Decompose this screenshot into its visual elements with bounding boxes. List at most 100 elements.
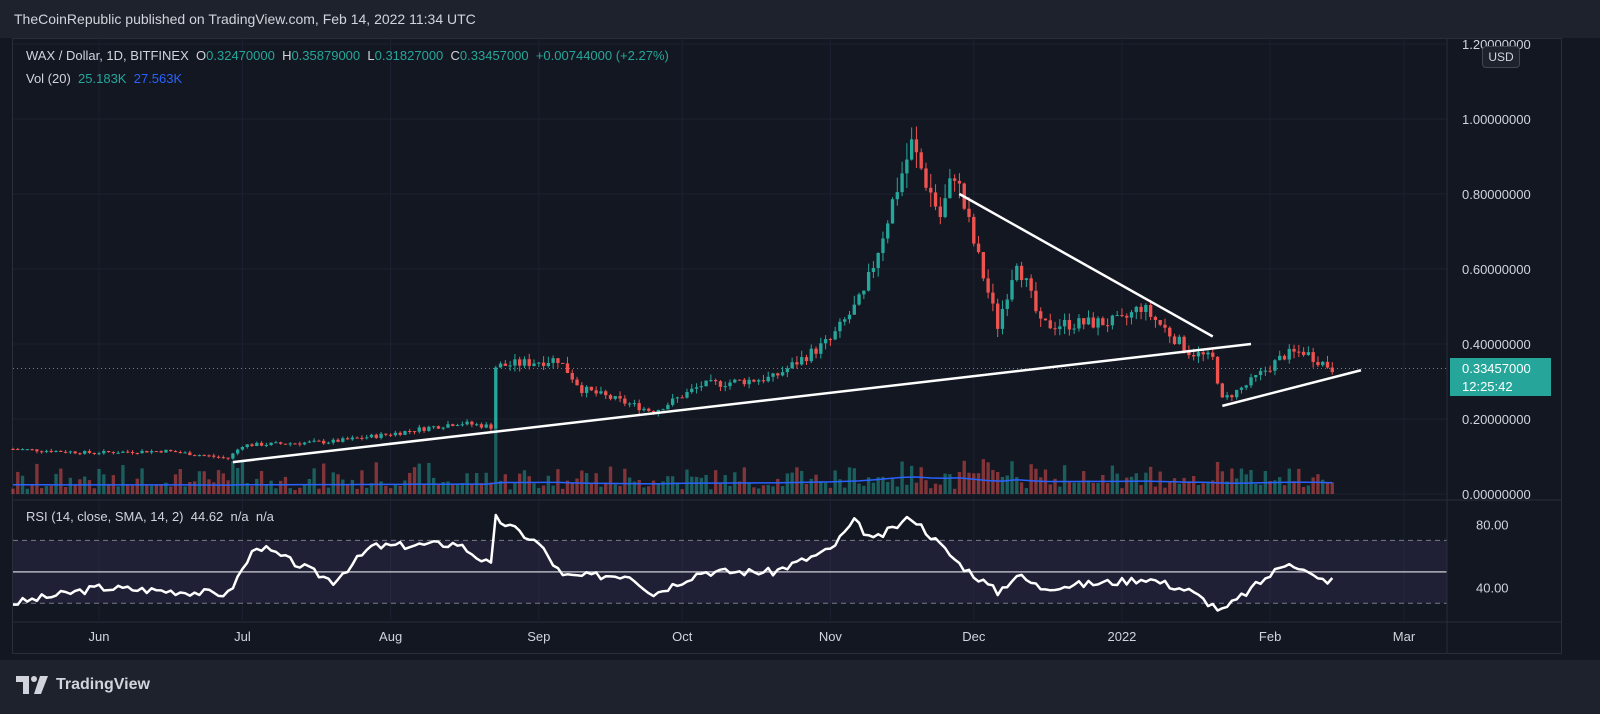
candle-body (886, 223, 890, 239)
candle-body (1220, 383, 1225, 398)
candles (11, 126, 1334, 461)
last-price-label: 0.33457000 12:25:42 (1450, 358, 1551, 396)
volume-bar (1211, 480, 1215, 494)
candle-body (59, 450, 63, 452)
candle-body (661, 409, 665, 411)
volume-bar (795, 467, 799, 494)
volume-bar (1058, 486, 1062, 494)
volume-bar (666, 476, 670, 494)
candle-body (460, 424, 464, 426)
symbol-name[interactable]: WAX / Dollar, 1D, BITFINEX (26, 48, 189, 63)
volume-bar (642, 487, 646, 494)
volume-bar (938, 484, 942, 494)
volume-bar (857, 483, 861, 494)
volume-bar (388, 488, 393, 494)
candle-body (594, 390, 598, 394)
candle-body (642, 408, 646, 411)
volume-bar (145, 485, 149, 494)
candle-body (1235, 389, 1239, 398)
candle-body (417, 427, 421, 432)
candle-body (11, 449, 15, 450)
change-value: +0.00744000 (+2.27%) (535, 48, 669, 63)
candle-body (838, 321, 842, 332)
volume-bar (154, 484, 159, 494)
candle-body (169, 449, 173, 452)
candle-body (1254, 375, 1258, 378)
footer-bar (0, 660, 1600, 714)
volume-bar (159, 484, 163, 494)
volume-bar (436, 483, 441, 494)
candle-body (991, 292, 995, 304)
volume-bar (1029, 464, 1033, 494)
candle-body (843, 319, 847, 322)
volume-bar (771, 486, 775, 494)
candle-body (905, 159, 909, 174)
volume-bar (1086, 480, 1091, 494)
candle-body (833, 331, 837, 340)
candle-body (379, 433, 383, 438)
tradingview-logo[interactable]: TradingView (16, 673, 150, 697)
time-axis-label: Feb (1259, 629, 1281, 644)
volume-bar (866, 477, 871, 494)
rsi-label[interactable]: RSI (14, close, SMA, 14, 2) (26, 509, 184, 524)
candle-body (384, 433, 388, 435)
rsi-tick-label: 80.00 (1476, 518, 1509, 533)
volume-bar (890, 479, 895, 494)
candle-body (87, 451, 92, 453)
candle-body (1292, 348, 1296, 352)
candle-body (1010, 280, 1014, 300)
volume-bar (1182, 477, 1186, 494)
price-tick-label: 0.00000000 (1462, 487, 1531, 502)
candle-body (546, 362, 551, 367)
candle-body (212, 455, 216, 457)
candle-body (981, 252, 986, 279)
volume-bar (326, 487, 331, 494)
high-value: 0.35879000 (291, 48, 361, 63)
volume-bar (25, 488, 30, 494)
candle-body (1120, 315, 1124, 317)
candle-body (948, 178, 952, 199)
symbol-legend: WAX / Dollar, 1D, BITFINEX O0.32470000 H… (26, 48, 669, 63)
volume-bar (556, 469, 560, 494)
candle-body (804, 357, 809, 362)
candle-body (16, 449, 20, 451)
volume-bar (412, 467, 417, 494)
time-axis-label: Oct (672, 629, 693, 644)
volume-label[interactable]: Vol (20) (26, 71, 71, 86)
volume-bar (494, 428, 498, 494)
candle-body (1249, 377, 1253, 386)
candle-body (1201, 352, 1205, 355)
candle-body (455, 424, 460, 426)
volume-bar (35, 463, 39, 494)
candle-body (412, 431, 417, 433)
volume-bar (809, 478, 813, 494)
volume-bar (197, 471, 202, 494)
volume-bar (604, 482, 608, 494)
candle-body (202, 455, 206, 457)
volume-bar (623, 468, 627, 494)
volume-bar (761, 485, 766, 494)
volume-bar (1005, 475, 1009, 494)
volume-bar (1105, 483, 1110, 494)
chart-frame[interactable] (12, 38, 1562, 654)
candle-body (685, 392, 689, 398)
candle-body (952, 178, 957, 181)
candle-body (599, 391, 603, 394)
volume-bar (149, 485, 154, 494)
candle-body (800, 357, 804, 365)
candle-body (264, 445, 269, 447)
volume-bar (670, 476, 675, 494)
candle-body (1110, 315, 1115, 326)
candle-body (498, 363, 503, 368)
volume-bar (231, 461, 235, 494)
volume-bar (1144, 472, 1148, 494)
candle-body (699, 386, 703, 388)
candle-body (1125, 315, 1129, 318)
time-axis-label: Sep (527, 629, 550, 644)
currency-badge[interactable]: USD (1482, 46, 1520, 68)
candle-body (604, 391, 608, 396)
candle-body (422, 427, 426, 431)
time-axis-label: Jul (234, 629, 251, 644)
volume-bar (537, 487, 541, 494)
